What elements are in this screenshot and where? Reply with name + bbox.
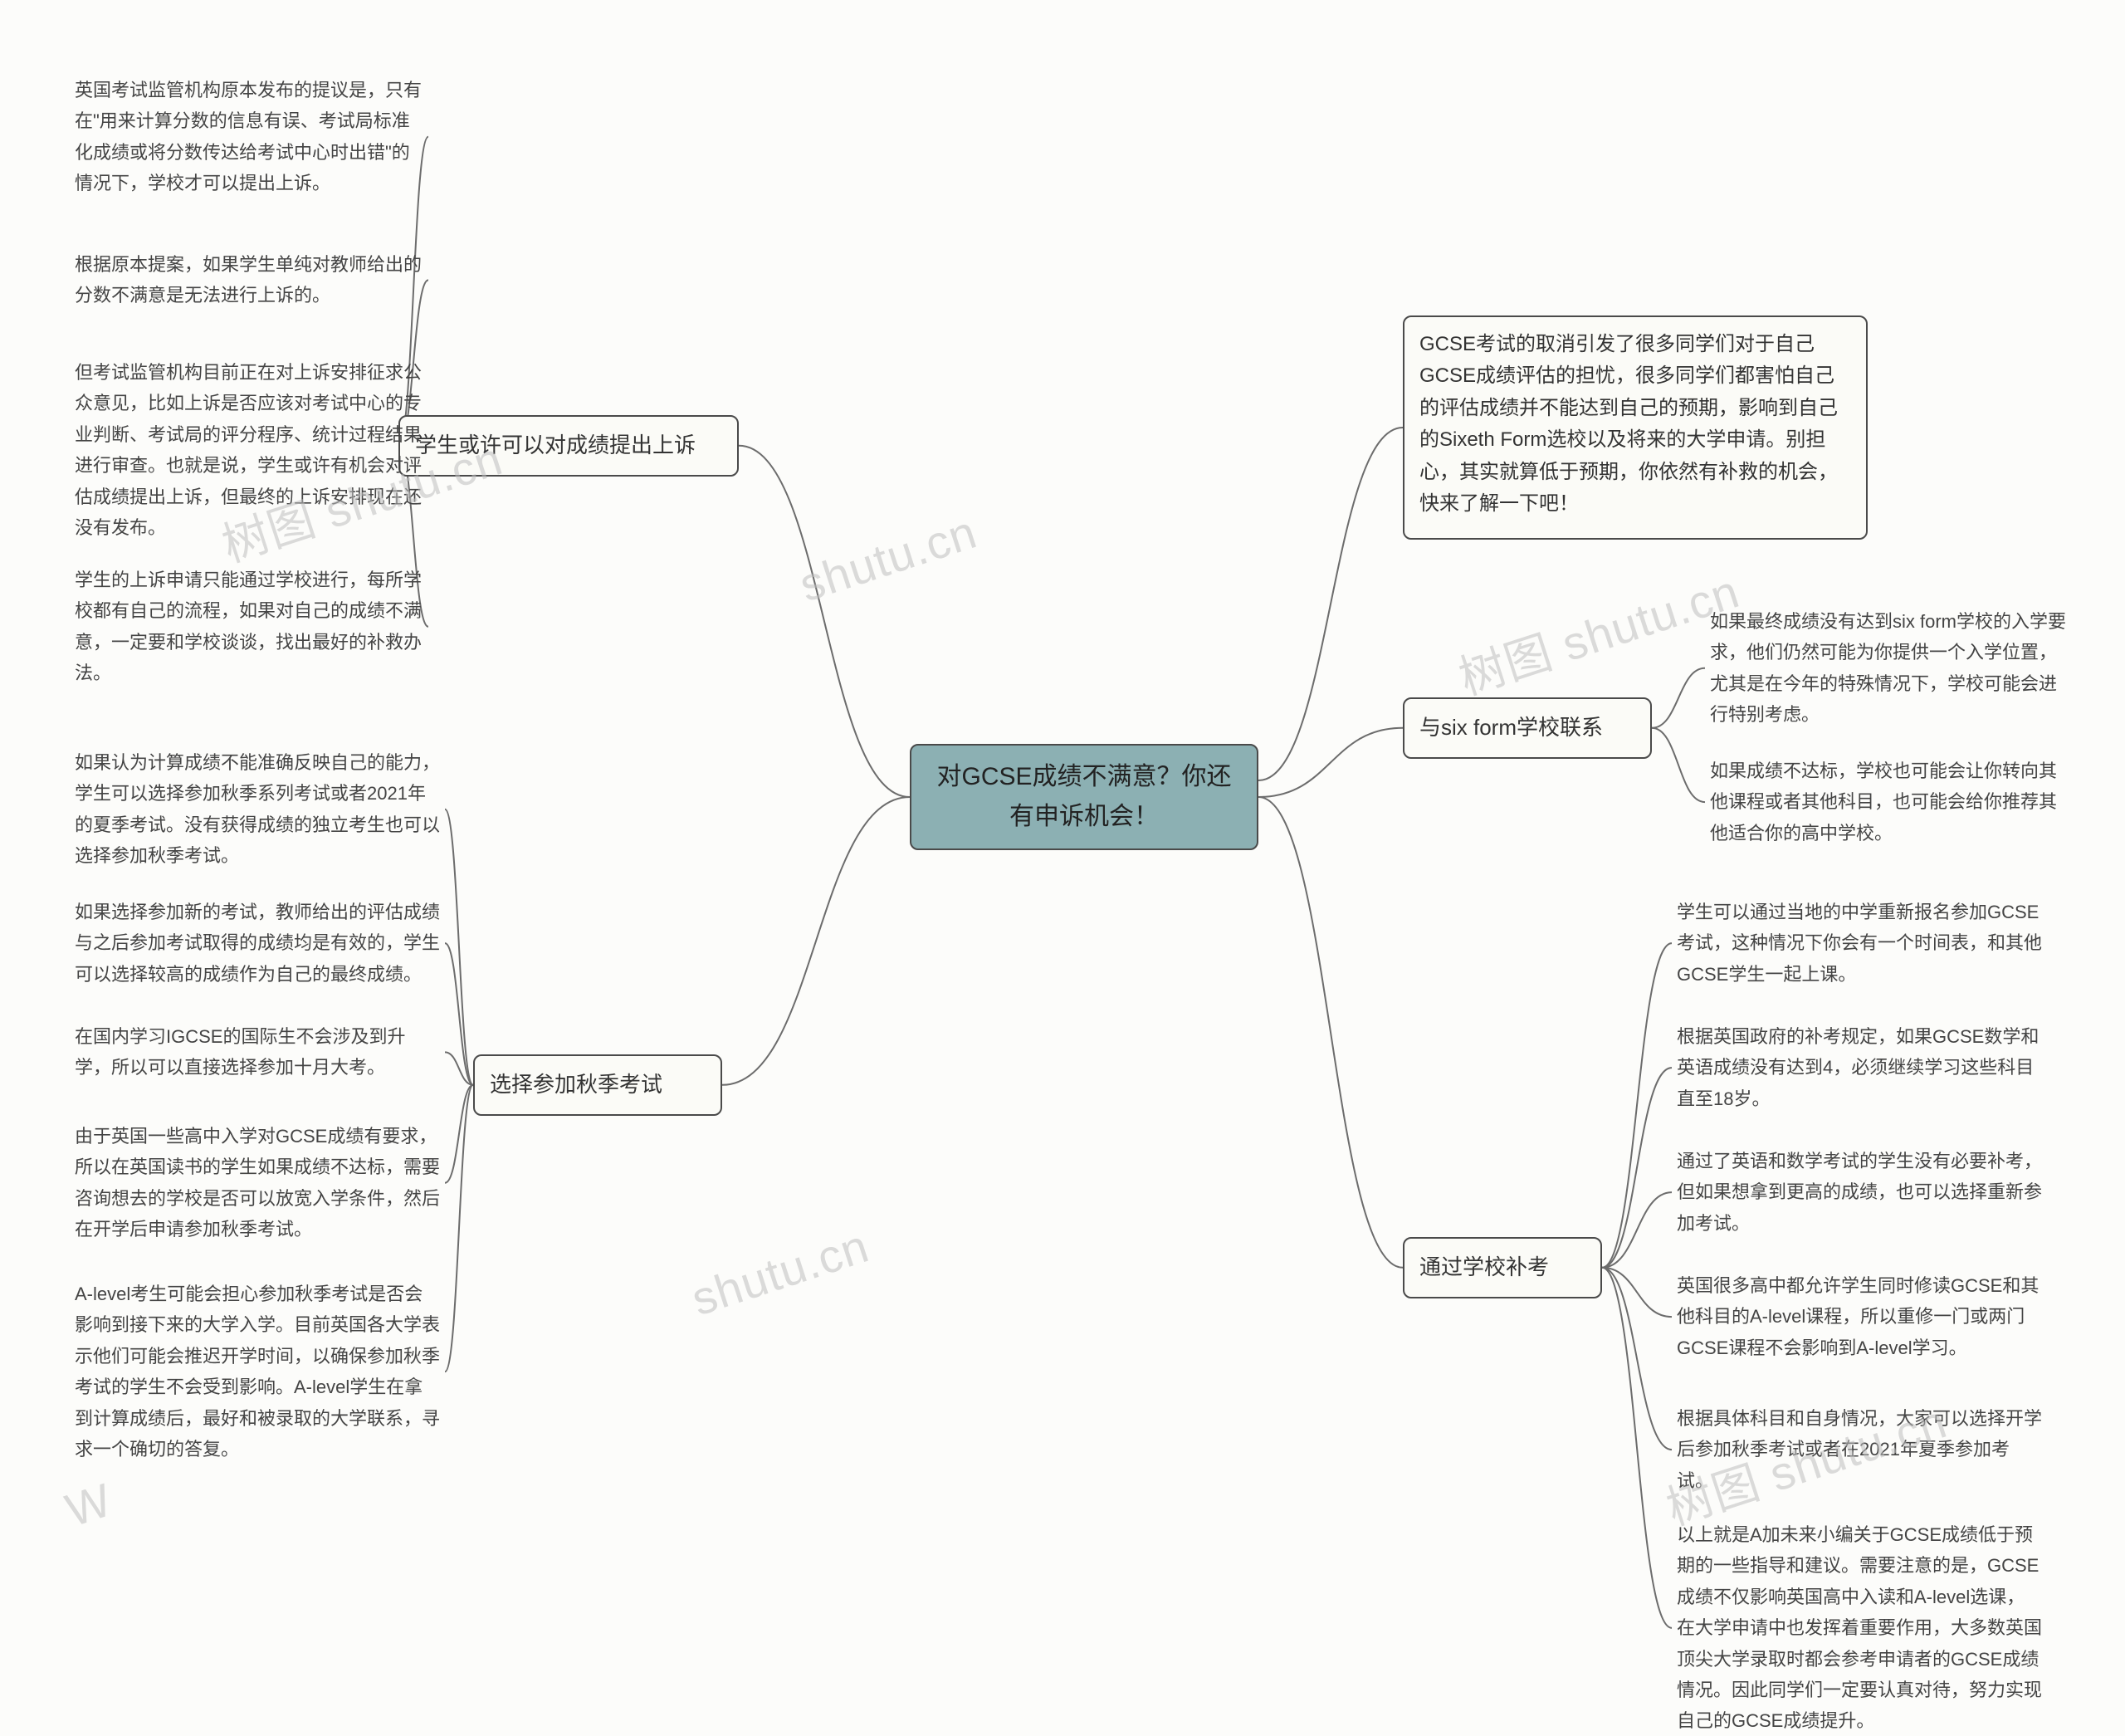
edge [1652,668,1705,728]
edge [722,797,910,1085]
watermark: 树图 shutu.cn [1449,555,1746,708]
b-appeal: 学生或许可以对成绩提出上诉 [398,415,739,477]
root: 对GCSE成绩不满意？你还 有申诉机会！ [910,744,1258,850]
s1: 如果最终成绩没有达到six form学校的入学要求，他们仍然可能为你提供一个入学… [1710,606,2067,731]
b-sixform-label: 与six form学校联系 [1419,715,1603,740]
edge [1652,728,1705,802]
a4: 学生的上诉申请只能通过学校进行，每所学校都有自己的流程，如果对自己的成绩不满意，… [75,565,423,689]
edge [445,943,473,1085]
edge [1602,1192,1672,1268]
watermark: W [59,1472,118,1537]
r2: 根据英国政府的补考规定，如果GCSE数学和英语成绩没有达到4，必须继续学习这些科… [1677,1021,2042,1114]
c3: 在国内学习IGCSE的国际生不会涉及到升学，所以可以直接选择参加十月大考。 [75,1021,440,1083]
edge [1258,428,1403,780]
edge [1602,943,1672,1268]
edge [445,1085,473,1372]
watermark: shutu.cn [793,505,983,613]
a2: 根据原本提案，如果学生单纯对教师给出的分数不满意是无法进行上诉的。 [75,249,423,311]
r6: 以上就是A加未来小编关于GCSE成绩低于预期的一些指导和建议。需要注意的是，GC… [1677,1519,2042,1736]
b-school-label: 通过学校补考 [1419,1254,1549,1279]
c1: 如果认为计算成绩不能准确反映自己的能力，学生可以选择参加秋季系列考试或者2021… [75,747,440,872]
b-school: 通过学校补考 [1403,1237,1602,1298]
edge [1602,1268,1672,1628]
s2: 如果成绩不达标，学校也可能会让你转向其他课程或者其他科目，也可能会给你推荐其他适… [1710,756,2067,848]
a3: 但考试监管机构目前正在对上诉安排征求公众意见，比如上诉是否应该对考试中心的专业判… [75,357,423,543]
intro: GCSE考试的取消引发了很多同学们对于自己GCSE成绩评估的担忧，很多同学们都害… [1403,315,1868,540]
root-label: 对GCSE成绩不满意？你还 有申诉机会！ [936,757,1231,837]
edge [1258,797,1403,1268]
intro-label: GCSE考试的取消引发了很多同学们对于自己GCSE成绩评估的担忧，很多同学们都害… [1419,333,1838,515]
c2: 如果选择参加新的考试，教师给出的评估成绩与之后参加考试取得的成绩均是有效的，学生… [75,897,440,990]
b-sixform: 与six form学校联系 [1403,697,1652,759]
edge [445,1052,473,1084]
edge [1602,1268,1672,1450]
r5: 根据具体科目和自身情况，大家可以选择开学后参加秋季考试或者在2021年夏季参加考… [1677,1403,2042,1496]
r4: 英国很多高中都允许学生同时修读GCSE和其他科目的A-level课程，所以重修一… [1677,1270,2042,1363]
b-appeal-label: 学生或许可以对成绩提出上诉 [415,433,696,457]
a1: 英国考试监管机构原本发布的提议是，只有在"用来计算分数的信息有误、考试局标准化成… [75,75,423,199]
mindmap-canvas: 对GCSE成绩不满意？你还 有申诉机会！ GCSE考试的取消引发了很多同学们对于自… [0,0,2125,1736]
edge [1258,728,1403,797]
edge [739,446,910,797]
r3: 通过了英语和数学考试的学生没有必要补考，但如果想拿到更高的成绩，也可以选择重新参… [1677,1146,2042,1239]
edge [445,1085,473,1183]
edge [1602,1268,1672,1317]
b-autumn-label: 选择参加秋季考试 [490,1072,662,1097]
b-autumn: 选择参加秋季考试 [473,1054,722,1116]
r1: 学生可以通过当地的中学重新报名参加GCSE考试，这种情况下你会有一个时间表，和其… [1677,897,2042,990]
edge [1602,1068,1672,1268]
edge [445,809,473,1085]
c4: 由于英国一些高中入学对GCSE成绩有要求，所以在英国读书的学生如果成绩不达标，需… [75,1121,440,1245]
c5: A-level考生可能会担心参加秋季考试是否会影响到接下来的大学入学。目前英国各… [75,1279,440,1465]
watermark: shutu.cn [685,1219,875,1327]
